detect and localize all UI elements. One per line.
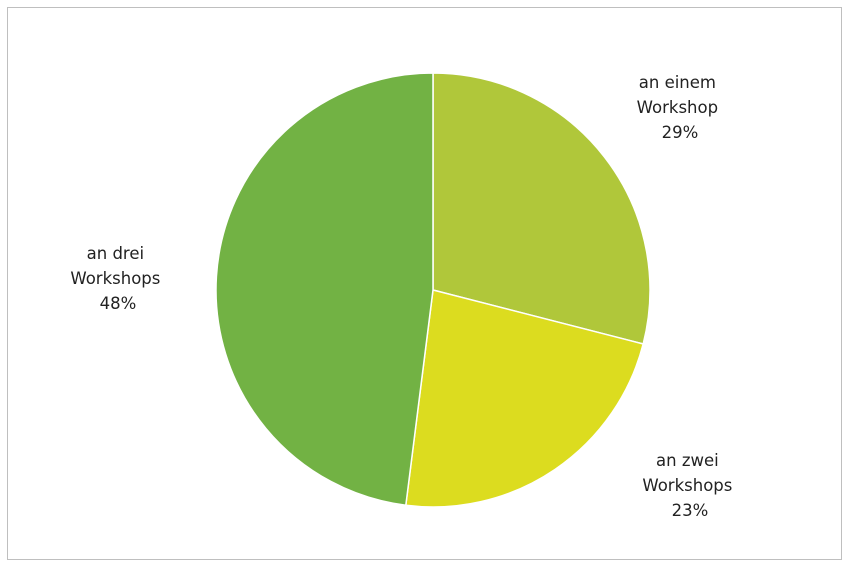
slice-label-an-einem: an einem Workshop 29% <box>637 73 724 142</box>
pie-slice-3 <box>215 72 434 507</box>
pie-slice-1 <box>432 72 651 345</box>
slice-label-an-zwei: an zwei Workshops 23% <box>642 451 737 520</box>
pie-slices <box>215 72 651 508</box>
pie-slice-2 <box>404 289 645 508</box>
slice-label-an-drei: an drei Workshops 48% <box>70 244 165 313</box>
